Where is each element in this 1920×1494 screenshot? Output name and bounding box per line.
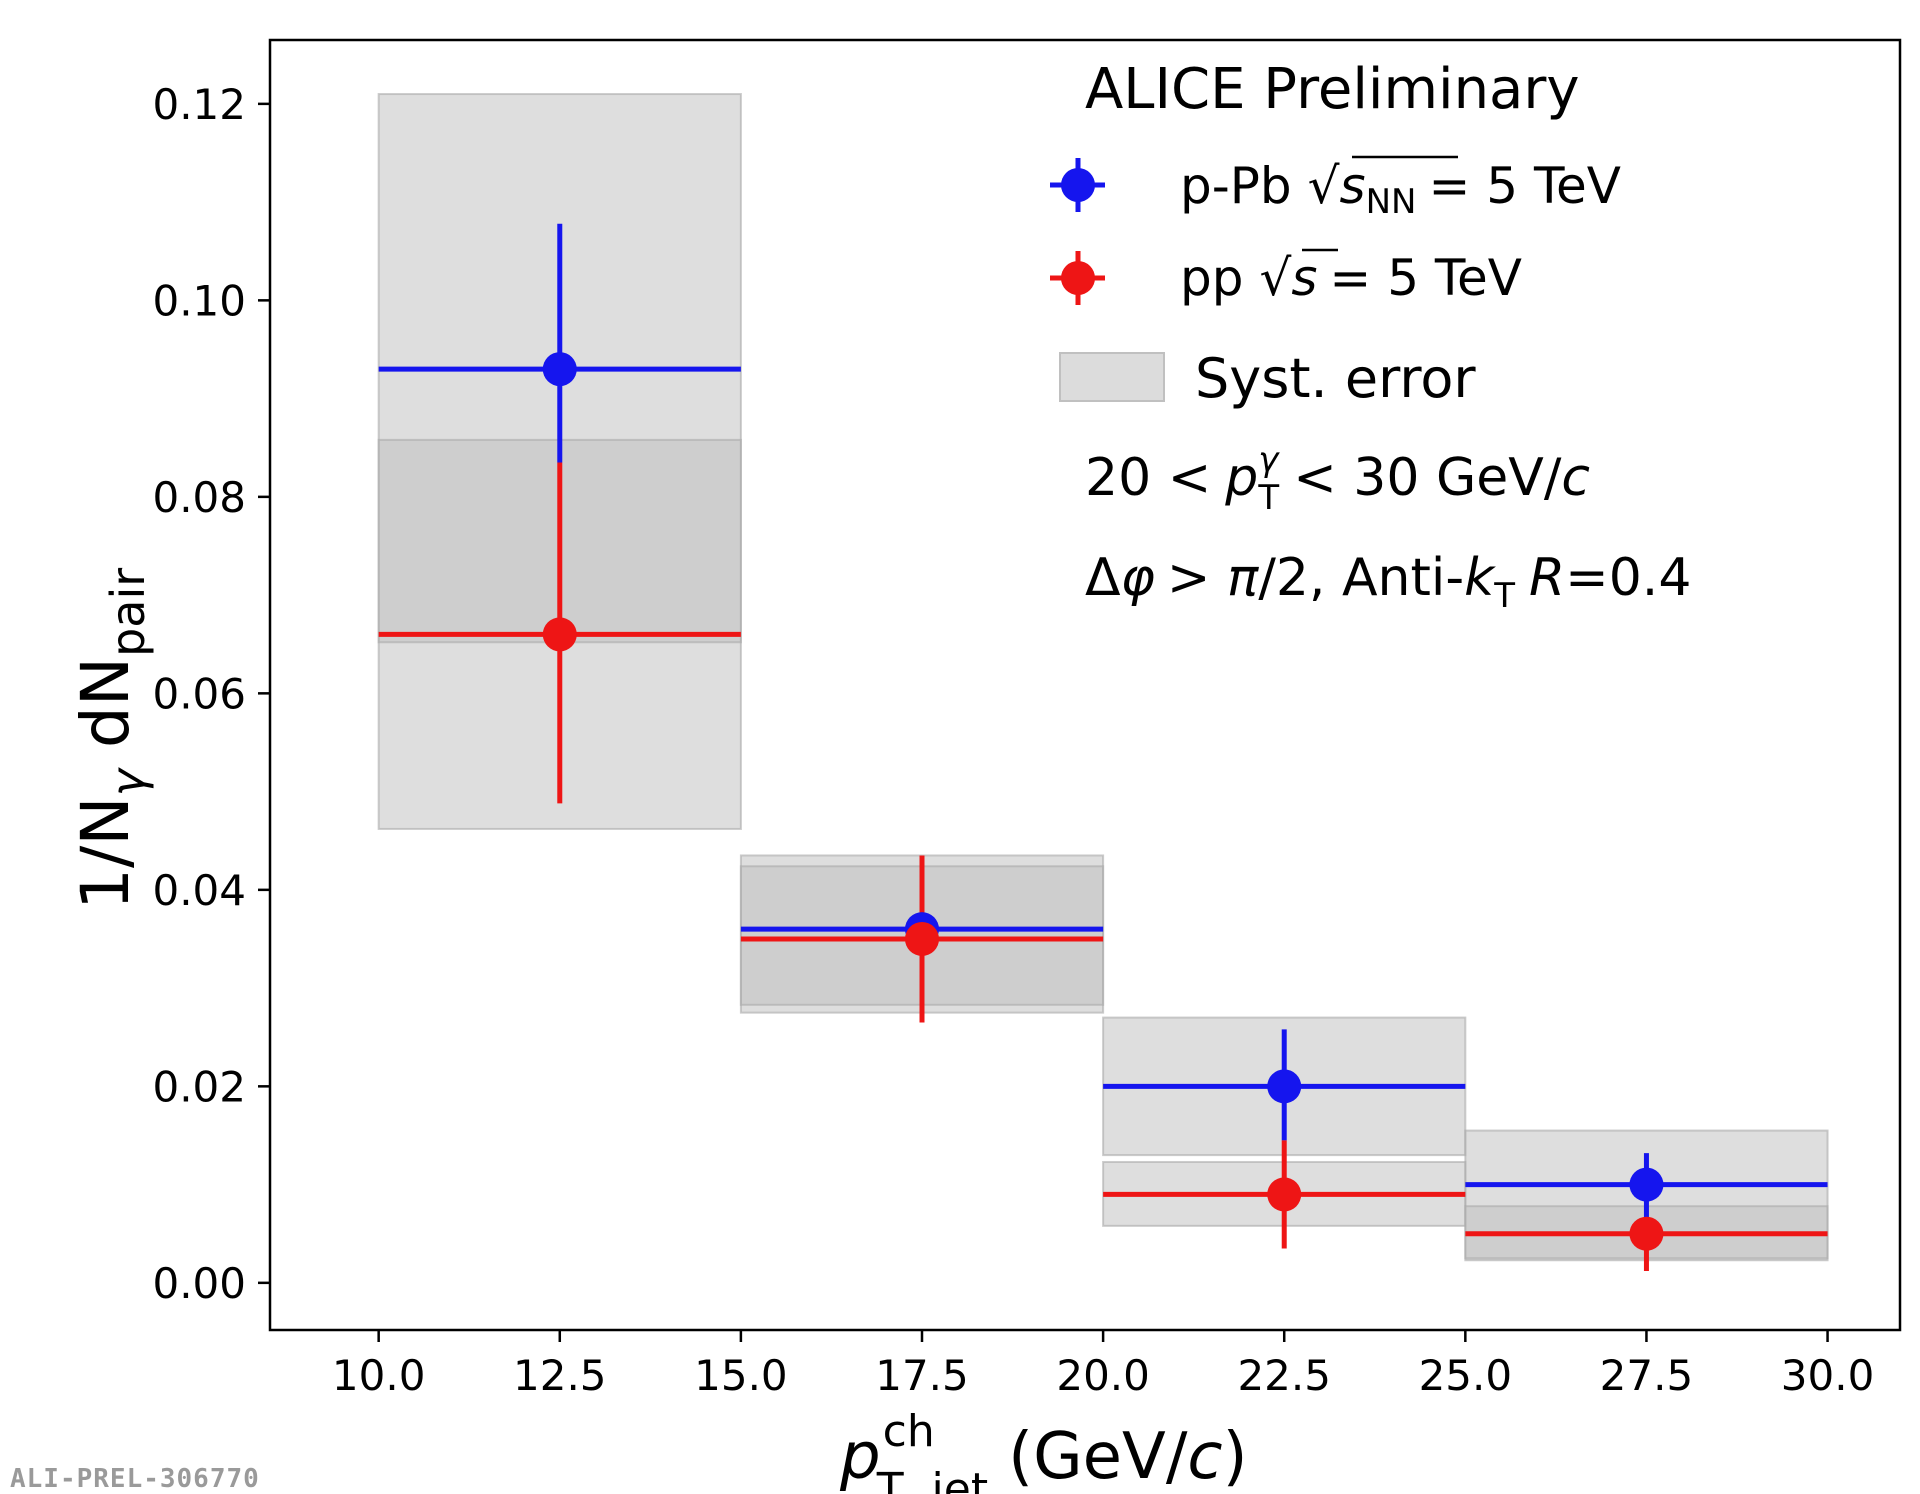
y-tick-label-6: 0.12 — [152, 80, 246, 129]
x-axis-label: pch T, jet (GeV/c) — [839, 1406, 1248, 1494]
legend-ppb-label: p-Pb √sNN = 5 TeV — [1180, 157, 1621, 222]
x-tick-label-7: 27.5 — [1600, 1351, 1694, 1400]
annotation-photon-pt-cut: 20 < pγ T < 30 GeV/c — [1085, 440, 1590, 518]
point-pp-3 — [1629, 1216, 1664, 1251]
point-ppb-2 — [1267, 1069, 1302, 1104]
legend-pp-label: pp √s = 5 TeV — [1180, 249, 1522, 307]
point-pp-1 — [905, 921, 939, 956]
legend-syst-swatch — [1059, 352, 1165, 402]
y-axis-label: 1/Nγ dNpair — [67, 568, 155, 910]
x-tick-label-2: 15.0 — [694, 1351, 788, 1400]
plot-frame — [268, 38, 1902, 1332]
y-tick-label-1: 0.02 — [152, 1062, 246, 1111]
watermark: ALI-PREL-306770 — [10, 1464, 260, 1494]
point-pp-2 — [1267, 1177, 1302, 1212]
annotation-jet-cut: Δφ > π/2, Anti-kT R=0.4 — [1085, 548, 1691, 616]
x-axis-ticks: 10.0 12.5 15.0 17.5 20.0 22.5 25.0 27.5 30.0 — [332, 1330, 1874, 1400]
legend-title: ALICE Preliminary — [1085, 57, 1580, 122]
point-pp-0 — [542, 617, 577, 652]
x-tick-label-8: 30.0 — [1781, 1351, 1875, 1400]
x-tick-label-3: 17.5 — [875, 1351, 969, 1400]
legend-syst-label: Syst. error — [1195, 347, 1476, 410]
legend-entry-pp: pp √s = 5 TeV — [1050, 248, 1522, 307]
legend-entry-syst: Syst. error — [1059, 347, 1476, 410]
x-tick-label-6: 25.0 — [1419, 1351, 1513, 1400]
legend-pp-marker — [1061, 261, 1095, 295]
x-tick-label-1: 12.5 — [513, 1351, 607, 1400]
x-tick-label-4: 20.0 — [1056, 1351, 1150, 1400]
y-tick-label-3: 0.06 — [152, 669, 246, 718]
y-tick-label-2: 0.04 — [152, 866, 246, 915]
y-tick-label-5: 0.10 — [152, 276, 246, 325]
legend-ppb-marker — [1061, 168, 1095, 202]
x-tick-label-0: 10.0 — [332, 1351, 426, 1400]
data-points — [542, 352, 1664, 1251]
legend-entry-ppb: p-Pb √sNN = 5 TeV — [1050, 155, 1621, 222]
point-ppb-0 — [542, 352, 577, 387]
y-tick-label-4: 0.08 — [152, 473, 246, 522]
x-tick-label-5: 22.5 — [1237, 1351, 1331, 1400]
y-tick-label-0: 0.00 — [152, 1259, 246, 1308]
point-ppb-3 — [1629, 1167, 1664, 1202]
y-axis-ticks: 0.00 0.02 0.04 0.06 0.08 0.10 0.12 — [152, 80, 270, 1308]
